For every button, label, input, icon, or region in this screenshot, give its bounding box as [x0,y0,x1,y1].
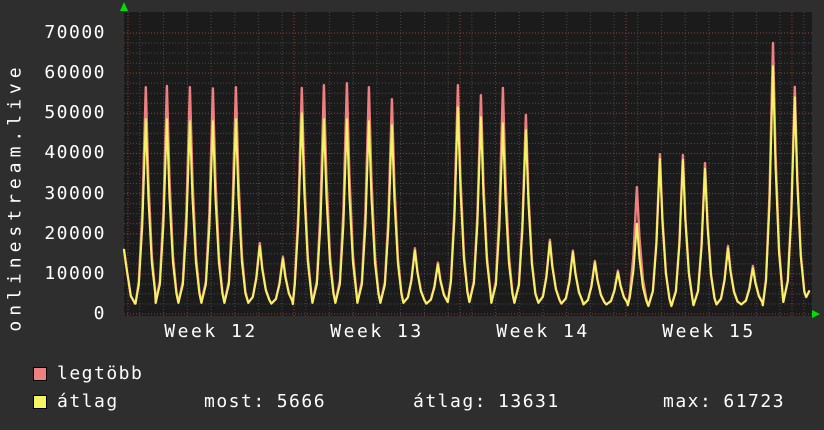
stat-most: most: 5666 [204,391,326,413]
stat-max: max: 61723 [663,391,785,413]
y-axis-arrow-icon [120,2,128,11]
y-tick-label: 0 [93,303,106,324]
plot-area [120,2,820,318]
stat-atlag-value: 13631 [498,391,560,412]
legend-label-legtobb: legtöbb [57,363,144,384]
y-tick-label: 40000 [44,142,106,164]
stat-atlag-label: átlag: [413,391,488,412]
y-tick-label: 20000 [44,222,106,244]
x-axis-arrow-icon [812,310,820,318]
y-axis-labels: 0 10000 20000 30000 40000 50000 60000 70000 [0,0,106,355]
y-tick-label: 70000 [44,22,106,43]
x-tick-label: Week 14 [496,321,590,342]
stat-most-value: 5666 [276,391,327,412]
y-tick-label: 10000 [44,262,106,284]
x-tick-label: Week 15 [662,321,756,342]
stat-atlag: átlag: 13631 [413,391,560,413]
series-line-atlag [123,65,811,307]
legend-label-atlag: átlag [57,391,119,412]
y-tick-label: 50000 [44,102,106,124]
legend-swatch-atlag [33,395,47,409]
x-axis-labels: Week 12 Week 13 Week 14 Week 15 [164,321,756,342]
legend-swatch-legtobb [33,367,47,381]
stat-max-label: max: [663,391,713,412]
y-tick-label: 60000 [44,62,106,84]
stat-max-value: 61723 [723,391,786,412]
y-tick-label: 30000 [44,182,106,204]
x-tick-label: Week 13 [330,321,424,342]
stat-most-label: most: [204,391,266,412]
x-tick-label: Week 12 [164,321,258,342]
